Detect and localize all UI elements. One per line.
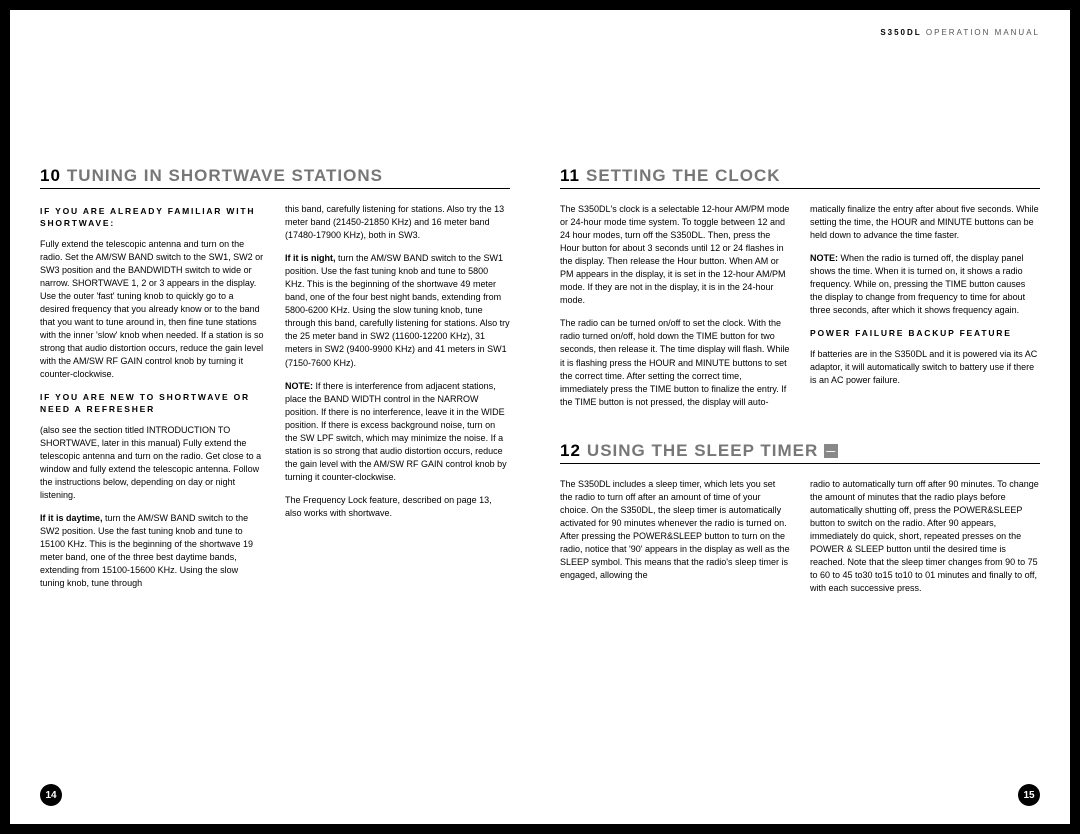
header-model: S350DL	[880, 28, 921, 37]
paragraph: The Frequency Lock feature, described on…	[285, 494, 510, 520]
paragraph: If it is night, turn the AM/SW BAND swit…	[285, 252, 510, 369]
page-header: S350DL OPERATION MANUAL	[880, 28, 1040, 37]
section-11: 11 SETTING THE CLOCK The S350DL's clock …	[560, 166, 1040, 419]
text: turn the AM/SW BAND switch to the SW1 po…	[285, 253, 510, 367]
section-10-title: 10 TUNING IN SHORTWAVE STATIONS	[40, 166, 510, 186]
paragraph: radio to automatically turn off after 90…	[810, 478, 1040, 595]
section-number: 10	[40, 166, 61, 186]
subhead: IF YOU ARE NEW TO SHORTWAVE OR NEED A RE…	[40, 391, 265, 416]
paragraph: Fully extend the telescopic antenna and …	[40, 238, 265, 382]
emphasis: If it is night,	[285, 253, 336, 263]
emphasis: If it is daytime,	[40, 513, 103, 523]
section-heading: SETTING THE CLOCK	[586, 166, 781, 186]
page-number-left: 14	[40, 784, 62, 806]
page-right: S350DL OPERATION MANUAL 11 SETTING THE C…	[540, 10, 1070, 824]
paragraph: this band, carefully listening for stati…	[285, 203, 510, 242]
emphasis: NOTE:	[810, 253, 838, 263]
section-12-col1: The S350DL includes a sleep timer, which…	[560, 478, 790, 605]
section-10-columns: IF YOU ARE ALREADY FAMILIAR WITH SHORTWA…	[40, 203, 510, 600]
paragraph: If batteries are in the S350DL and it is…	[810, 348, 1040, 387]
section-12-title: 12 USING THE SLEEP TIMER ―	[560, 441, 1040, 461]
section-12: 12 USING THE SLEEP TIMER ― The S350DL in…	[560, 441, 1040, 605]
section-12-columns: The S350DL includes a sleep timer, which…	[560, 478, 1040, 605]
subhead: POWER FAILURE BACKUP FEATURE	[810, 327, 1040, 339]
divider	[560, 463, 1040, 464]
section-11-col2: matically finalize the entry after about…	[810, 203, 1040, 419]
paragraph: (also see the section titled INTRODUCTIO…	[40, 424, 265, 502]
section-12-col2: radio to automatically turn off after 90…	[810, 478, 1040, 605]
page-number-right: 15	[1018, 784, 1040, 806]
divider	[40, 188, 510, 189]
paragraph: NOTE: If there is interference from adja…	[285, 380, 510, 484]
text: turn the AM/SW BAND switch to the SW2 po…	[40, 513, 253, 588]
page-left: 10 TUNING IN SHORTWAVE STATIONS IF YOU A…	[10, 10, 540, 824]
section-heading: TUNING IN SHORTWAVE STATIONS	[67, 166, 383, 186]
paragraph: The radio can be turned on/off to set th…	[560, 317, 790, 408]
subhead: IF YOU ARE ALREADY FAMILIAR WITH SHORTWA…	[40, 205, 265, 230]
divider	[560, 188, 1040, 189]
section-heading: USING THE SLEEP TIMER	[587, 441, 818, 461]
emphasis: NOTE:	[285, 381, 313, 391]
section-number: 11	[560, 166, 580, 186]
text: If there is interference from adjacent s…	[285, 381, 507, 482]
section-11-title: 11 SETTING THE CLOCK	[560, 166, 1040, 186]
text: When the radio is turned off, the displa…	[810, 253, 1025, 315]
section-10-col2: this band, carefully listening for stati…	[285, 203, 510, 600]
paragraph: The S350DL's clock is a selectable 12-ho…	[560, 203, 790, 307]
paragraph: The S350DL includes a sleep timer, which…	[560, 478, 790, 582]
paragraph: matically finalize the entry after about…	[810, 203, 1040, 242]
section-10-col1: IF YOU ARE ALREADY FAMILIAR WITH SHORTWA…	[40, 203, 265, 600]
paragraph: If it is daytime, turn the AM/SW BAND sw…	[40, 512, 265, 590]
section-11-col1: The S350DL's clock is a selectable 12-ho…	[560, 203, 790, 419]
section-number: 12	[560, 441, 581, 461]
sleep-timer-icon: ―	[824, 444, 838, 458]
section-11-columns: The S350DL's clock is a selectable 12-ho…	[560, 203, 1040, 419]
section-10: 10 TUNING IN SHORTWAVE STATIONS IF YOU A…	[40, 166, 510, 600]
header-label: OPERATION MANUAL	[926, 28, 1040, 37]
manual-spread: 10 TUNING IN SHORTWAVE STATIONS IF YOU A…	[10, 10, 1070, 824]
paragraph: NOTE: When the radio is turned off, the …	[810, 252, 1040, 317]
